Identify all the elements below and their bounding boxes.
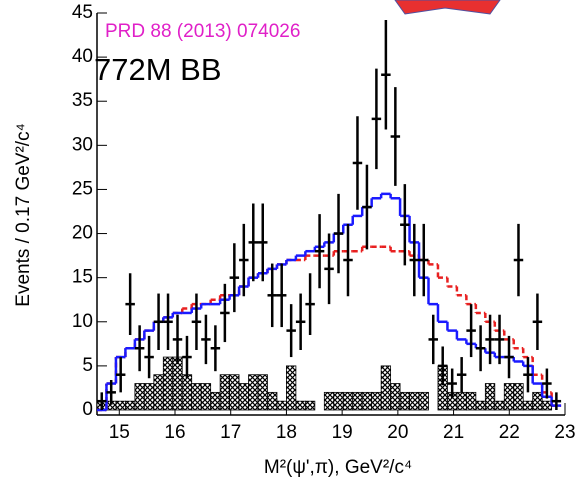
y-tick-label: 0 bbox=[82, 399, 93, 420]
x-tick-label: 21 bbox=[443, 422, 464, 443]
annotation: 772M BB bbox=[94, 52, 222, 87]
background-bar bbox=[380, 365, 392, 411]
x-tick-label: 18 bbox=[276, 422, 297, 443]
background-bar bbox=[399, 391, 410, 411]
background-bar bbox=[390, 383, 401, 411]
background-bar bbox=[333, 391, 344, 411]
x-tick-label: 15 bbox=[109, 422, 130, 443]
background-bar bbox=[484, 383, 496, 411]
background-bar bbox=[162, 356, 174, 411]
x-tick-label: 22 bbox=[499, 422, 520, 443]
background-bar bbox=[191, 383, 202, 411]
background-bar bbox=[276, 400, 287, 411]
background-bar bbox=[323, 391, 335, 411]
background-bar bbox=[200, 383, 212, 411]
background-bar bbox=[475, 400, 486, 411]
y-axis-label: Events / 0.17 GeV²/c⁴ bbox=[13, 123, 34, 306]
background-bar bbox=[522, 400, 534, 411]
plot-area: 0 5 10 15 20 25 30 35 40 45 15 16 17 18 19 20 21 22 23 bbox=[72, 2, 576, 443]
background-bar bbox=[219, 374, 230, 411]
decoration bbox=[394, 0, 501, 15]
background-bar bbox=[456, 391, 467, 411]
background-bar bbox=[248, 374, 259, 411]
y-tick-label: 15 bbox=[72, 267, 93, 288]
background-bar bbox=[143, 383, 155, 411]
background-bar bbox=[465, 391, 477, 411]
background-bar bbox=[153, 374, 164, 411]
y-tick-label: 30 bbox=[72, 134, 93, 155]
background-bar bbox=[134, 383, 145, 411]
background-bar bbox=[125, 400, 136, 411]
x-tick-label: 19 bbox=[332, 422, 353, 443]
y-tick-label: 10 bbox=[72, 311, 93, 332]
y-tick-label: 40 bbox=[72, 46, 93, 67]
y-tick-label: 25 bbox=[72, 178, 93, 199]
y-tick-label: 45 bbox=[72, 2, 93, 23]
background-bar bbox=[295, 400, 306, 411]
background-bar bbox=[229, 374, 240, 411]
x-tick-label: 20 bbox=[387, 422, 408, 443]
background-bar bbox=[342, 391, 354, 411]
background-bar bbox=[238, 383, 249, 411]
y-tick-label: 5 bbox=[82, 355, 93, 376]
x-tick-label: 23 bbox=[554, 422, 575, 443]
y-tick-label: 20 bbox=[72, 223, 93, 244]
background-bar bbox=[304, 400, 316, 411]
background-bar bbox=[181, 374, 193, 411]
annotation: PRD 88 (2013) 074026 bbox=[105, 21, 300, 42]
background-bar bbox=[371, 391, 382, 411]
background-bar bbox=[267, 391, 278, 411]
background-bar bbox=[418, 391, 429, 411]
background-bar bbox=[361, 391, 373, 411]
background-bar bbox=[115, 400, 126, 411]
background-bar bbox=[409, 391, 420, 411]
background-bar bbox=[541, 400, 553, 411]
y-tick-label: 35 bbox=[72, 90, 93, 111]
x-axis-label: M²(ψ',π), GeV²/c⁴ bbox=[264, 457, 412, 478]
background-bar bbox=[286, 365, 297, 411]
background-bar bbox=[532, 391, 543, 411]
background-bar bbox=[257, 374, 268, 411]
background-bar bbox=[494, 400, 505, 411]
background-bar bbox=[503, 383, 515, 411]
x-tick-label: 17 bbox=[220, 422, 241, 443]
background-bar bbox=[210, 391, 221, 411]
background-bar bbox=[352, 391, 363, 411]
x-tick-label: 16 bbox=[164, 422, 185, 443]
background-bar bbox=[513, 383, 524, 411]
background-bar bbox=[172, 356, 183, 411]
